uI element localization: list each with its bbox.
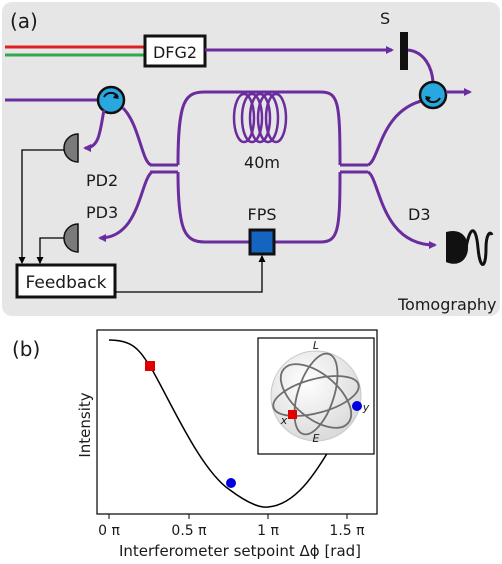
d3-label: D3	[408, 205, 431, 224]
dfg2-box	[143, 34, 207, 68]
panel-b: (b) Intensity 0 π 0.5 π 1 π 1.5 π Interf…	[12, 329, 378, 560]
dfg2-label: DFG2	[153, 43, 197, 62]
panel-a-label: (a)	[10, 9, 38, 33]
panel-a-background	[2, 2, 500, 316]
interferometer-right-upper-path	[367, 98, 426, 167]
bloch-label-bottom: E	[313, 432, 320, 445]
bloch-sphere-inset: L E x y	[257, 337, 375, 455]
red-square-marker	[145, 361, 155, 371]
x-tick-label: 1 π	[257, 523, 279, 539]
pd2-label: PD2	[86, 171, 118, 190]
bloch-ellipse-2	[293, 352, 339, 436]
shutter	[400, 32, 408, 70]
y-axis-label: Intensity	[76, 392, 94, 457]
pd2-signal-wire	[18, 149, 64, 264]
panel-b-label: (b)	[12, 337, 40, 361]
fps-box	[248, 228, 276, 256]
pd3-detector	[63, 223, 79, 253]
x-axis-ticks	[108, 514, 348, 519]
x-tick-label: 0.5 π	[171, 523, 207, 539]
bloch-ellipse-1	[272, 375, 360, 417]
panel-a: (a) DFG2 S 40m	[2, 2, 500, 316]
left-circulator-to-pd2-beam	[83, 109, 106, 152]
interferometer-top-arm	[176, 90, 342, 166]
intensity-curve	[108, 339, 336, 508]
feedback-label: Feedback	[26, 273, 107, 293]
bloch-red-square-marker	[288, 410, 297, 419]
feedback-box	[15, 263, 117, 299]
d3-fiber-squiggle	[464, 229, 494, 266]
bloch-label-right: y	[362, 401, 370, 414]
bloch-label-left: x	[280, 414, 288, 427]
coil-length-label: 40m	[244, 153, 280, 172]
x-tick-label: 1.5 π	[329, 523, 365, 539]
bloch-label-top: L	[313, 339, 319, 352]
bloch-ellipse-3	[279, 363, 353, 429]
pd2-detector	[63, 133, 79, 163]
right-circulator	[418, 80, 448, 110]
d3-detector	[446, 230, 468, 264]
interferometer-left-d-path	[98, 170, 154, 242]
shutter-label: S	[380, 9, 390, 28]
interferometer-right-lower-path	[366, 170, 437, 249]
bloch-sphere	[270, 350, 362, 442]
blue-circle-marker	[226, 478, 236, 488]
x-tick-label: 0 π	[98, 523, 120, 539]
fiber-coil	[232, 92, 288, 144]
x-axis-label: Interferometer setpoint Δϕ [rad]	[119, 542, 361, 560]
pd3-signal-wire	[36, 237, 64, 264]
pd3-label: PD3	[86, 203, 118, 222]
shutter-to-circulator-beam	[407, 48, 435, 83]
left-circulator	[96, 85, 126, 115]
fps-label: FPS	[247, 205, 276, 224]
feedback-to-fps-wire	[115, 255, 266, 293]
tomography-label: Tomography	[397, 295, 497, 314]
bloch-blue-circle-marker	[352, 401, 362, 411]
